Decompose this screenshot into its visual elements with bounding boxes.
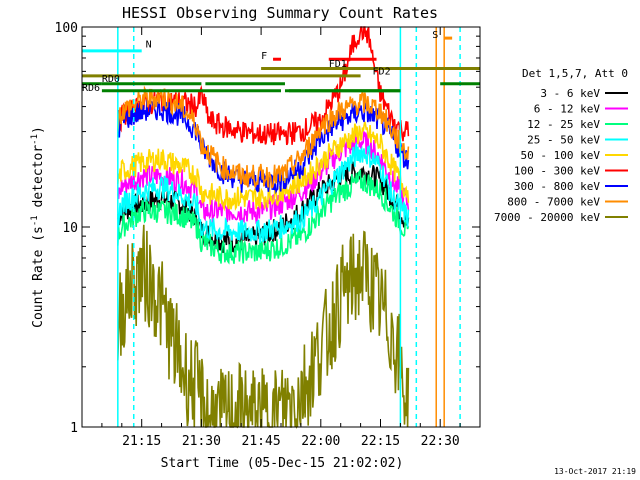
series-line (117, 141, 410, 244)
series-line (117, 26, 410, 146)
legend-entry-label: 50 - 100 keV (521, 149, 601, 162)
y-tick-label: 1 (70, 421, 78, 436)
legend-entry-label: 12 - 25 keV (527, 118, 600, 131)
legend-entry-label: 3 - 6 keV (540, 87, 600, 100)
y-axis-label-sup2: -1 (30, 134, 40, 145)
flag-label: S (432, 30, 438, 41)
y-axis-label-main: Count Rate (s (31, 226, 46, 328)
y-axis-label-tail: detector (31, 145, 46, 216)
x-tick-label: 22:00 (301, 434, 340, 449)
y-axis-label: Count Rate (s-1 detector-1) (30, 126, 46, 328)
legend-entry-label: 100 - 300 keV (514, 165, 600, 178)
footer-timestamp: 13-Oct-2017 21:19 (554, 467, 636, 476)
series-line (117, 224, 410, 429)
series-line (117, 169, 410, 265)
flag-label: FD2 (373, 66, 391, 77)
x-tick-label: 21:45 (242, 434, 281, 449)
legend-entry-label: 6 - 12 keV (534, 103, 601, 116)
y-tick-label: 100 (55, 21, 78, 36)
flag-label: F (261, 51, 267, 62)
legend-entry-label: 25 - 50 keV (527, 134, 600, 147)
series-layer (117, 26, 410, 429)
x-tick-label: 22:30 (421, 434, 460, 449)
y-tick-label: 10 (62, 221, 78, 236)
legend: Det 1,5,7, Att 0 3 - 6 keV 6 - 12 keV 12 -… (494, 67, 628, 224)
legend-entry-label: 800 - 7000 keV (507, 196, 600, 209)
x-axis: 21:15 21:30 21:45 22:00 22:15 22:30 (101, 27, 461, 449)
series-line (117, 85, 410, 189)
x-tick-label: 22:15 (361, 434, 400, 449)
series-line (117, 121, 410, 212)
y-axis-label-end: ) (31, 126, 46, 134)
y-axis-label-sup: -1 (30, 215, 40, 226)
chart-title: HESSI Observing Summary Count Rates (122, 4, 438, 22)
x-axis-label: Start Time (05-Dec-15 21:02:02) (161, 456, 404, 471)
flag-label: N (146, 39, 152, 50)
y-axis: 1 10 100 (55, 21, 480, 436)
flag-label: FD1 (329, 59, 347, 70)
legend-entry-label: 300 - 800 keV (514, 180, 600, 193)
x-tick-label: 21:15 (122, 434, 161, 449)
legend-title: Det 1,5,7, Att 0 (522, 67, 628, 80)
legend-entry-label: 7000 - 20000 keV (494, 211, 600, 224)
flag-label: RD0 (102, 74, 120, 85)
x-tick-label: 21:30 (182, 434, 221, 449)
flag-label: RD6 (82, 83, 100, 94)
